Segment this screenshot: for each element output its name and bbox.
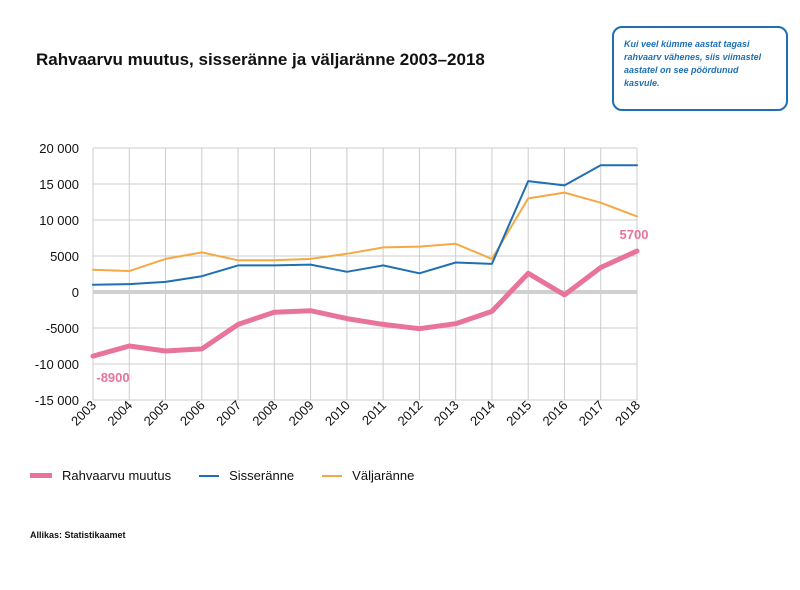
- x-tick-label: 2014: [467, 398, 498, 429]
- x-tick-label: 2012: [394, 398, 425, 429]
- x-tick-label: 2006: [177, 398, 208, 429]
- series-line-2: [92, 191, 638, 273]
- legend-label-sisseranne: Sisseränne: [229, 468, 295, 483]
- x-tick-label: 2015: [503, 398, 534, 429]
- callout-box: Kui veel kümme aastat tagasi rahvaarv vä…: [612, 26, 788, 111]
- data-label: -8900: [96, 370, 129, 385]
- x-tick-label: 2007: [213, 398, 244, 429]
- legend-label-rahvaarvu-muutus: Rahvaarvu muutus: [62, 468, 172, 483]
- x-tick-label: 2018: [612, 398, 643, 429]
- legend-swatch-blue: [199, 474, 220, 477]
- legend-label-valjaranne: Väljaränne: [352, 468, 415, 483]
- x-tick-label: 2017: [576, 398, 607, 429]
- x-tick-label: 2010: [322, 398, 353, 429]
- x-tick-label: 2013: [431, 398, 462, 429]
- legend-item-valjaranne: Väljaränne: [322, 468, 414, 483]
- callout-text: Kui veel kümme aastat tagasi rahvaarv vä…: [624, 39, 762, 89]
- y-tick-label: 15 000: [39, 177, 79, 192]
- y-tick-label: 10 000: [39, 213, 79, 228]
- legend: Rahvaarvu muutus Sisseränne Väljaränne: [30, 468, 442, 483]
- legend-item-sisseranne: Sisseränne: [199, 468, 294, 483]
- x-tick-label: 2016: [540, 398, 571, 429]
- y-tick-label: 20 000: [39, 141, 79, 156]
- legend-swatch-pink: [30, 473, 52, 478]
- source-note: Allikas: Statistikaamet: [30, 530, 126, 540]
- x-tick-label: 2004: [104, 398, 135, 429]
- y-tick-label: 5000: [50, 249, 79, 264]
- legend-item-rahvaarvu-muutus: Rahvaarvu muutus: [30, 468, 171, 483]
- legend-swatch-orange: [322, 474, 343, 477]
- y-tick-label: -10 000: [35, 357, 79, 372]
- chart-title: Rahvaarvu muutus, sisseränne ja väljarän…: [36, 50, 485, 69]
- y-tick-label: -5000: [46, 321, 79, 336]
- data-label: 5700: [620, 227, 649, 242]
- y-tick-label: -15 000: [35, 393, 79, 408]
- x-tick-label: 2009: [286, 398, 317, 429]
- x-tick-label: 2011: [359, 398, 389, 428]
- y-tick-label: 0: [72, 285, 79, 300]
- series-line-0: [90, 248, 640, 359]
- x-tick-label: 2005: [141, 398, 172, 429]
- x-tick-label: 2008: [249, 398, 280, 429]
- series-line-1: [92, 164, 638, 286]
